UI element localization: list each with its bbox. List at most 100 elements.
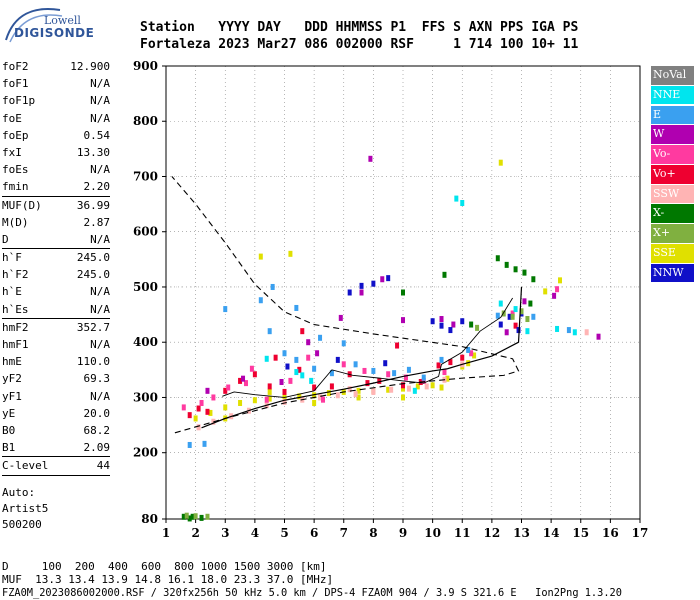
auto-artist: Artist5 — [2, 502, 49, 515]
data-point-e — [202, 440, 207, 447]
digisonde-logo — [4, 4, 64, 48]
param-value: 2.09 — [83, 441, 111, 455]
data-point-sse — [238, 399, 243, 406]
auto-label: Auto: — [2, 486, 36, 499]
data-point-sse — [208, 409, 213, 416]
data-point-e — [406, 366, 411, 373]
param-key: MUF(D) — [2, 198, 42, 212]
data-point-vo- — [362, 367, 367, 374]
param-value: N/A — [90, 94, 110, 108]
data-point-vo- — [288, 377, 293, 384]
param-value: 2.87 — [83, 215, 111, 229]
profile-dashed-curve — [171, 176, 520, 434]
param-key: h`E — [2, 285, 22, 299]
param-row: h`F 245.0 — [2, 249, 110, 266]
param-value: N/A — [90, 111, 110, 125]
param-key: fxI — [2, 145, 22, 159]
param-value: 13.30 — [76, 145, 110, 159]
logo-digisonde-text: DIGISONDE — [14, 26, 95, 40]
y-tick-label: 300 — [133, 390, 158, 404]
param-row: foEs N/A — [2, 161, 110, 178]
param-key: h`F — [2, 251, 22, 265]
data-point-vo- — [187, 412, 192, 419]
data-point-x- — [181, 513, 186, 520]
data-point-nnw — [285, 363, 290, 370]
data-point-x- — [199, 514, 204, 521]
data-point-vo- — [306, 354, 311, 361]
data-point-ssw — [389, 386, 394, 393]
data-point-vo- — [377, 377, 382, 384]
param-value: 20.0 — [83, 406, 111, 420]
param-row: D N/A — [2, 231, 110, 248]
data-point-w — [380, 276, 385, 283]
data-point-e — [371, 367, 376, 374]
legend-item-ssw: SSW — [651, 184, 694, 204]
data-point-vo- — [243, 380, 248, 387]
param-row: h`E N/A — [2, 283, 110, 300]
data-point-e — [329, 370, 334, 377]
data-point-e — [421, 374, 426, 381]
param-key: C-level — [2, 459, 49, 473]
param-value: 352.7 — [76, 320, 110, 334]
data-point-ssw — [347, 386, 352, 393]
param-value: N/A — [90, 285, 110, 299]
data-point-w — [596, 333, 601, 340]
y-tick-label: 800 — [133, 114, 158, 128]
legend-item-x-: X+ — [651, 224, 694, 243]
data-point-e — [495, 312, 500, 319]
param-value: 12.900 — [70, 60, 110, 73]
data-point-ssw — [282, 398, 287, 405]
data-point-x- — [475, 324, 480, 331]
param-separator — [2, 195, 110, 197]
param-row: B1 2.09 — [2, 439, 110, 456]
data-point-nne — [498, 300, 503, 307]
param-row: M(D) 2.87 — [2, 214, 110, 231]
data-point-ssw — [196, 424, 201, 431]
param-key: foEp — [2, 128, 29, 142]
data-point-sse — [472, 352, 477, 359]
data-point-nne — [300, 372, 305, 379]
param-key: D — [2, 232, 9, 246]
data-point-w — [241, 375, 246, 382]
data-point-sse — [356, 387, 361, 394]
param-value: 0.54 — [83, 128, 111, 142]
data-point-vo- — [223, 387, 228, 394]
param-key: foEs — [2, 163, 29, 177]
y-tick-label: 200 — [133, 446, 158, 460]
data-point-x- — [525, 316, 530, 323]
data-point-e — [187, 441, 192, 448]
data-point-ssw — [584, 329, 589, 336]
data-point-sse — [445, 375, 450, 382]
data-point-e — [294, 304, 299, 311]
data-point-vo- — [205, 408, 210, 415]
param-key: h`Es — [2, 302, 29, 316]
x-tick-label: 16 — [602, 526, 619, 540]
data-point-vo- — [249, 365, 254, 372]
scaled-parameters-panel: foF2 12.900 foF1 N/A foF1p N/A foE N/A foEp 0.54 f… — [2, 58, 110, 476]
param-key: B1 — [2, 441, 16, 455]
param-value: 69.3 — [83, 372, 111, 386]
param-value: 2.20 — [83, 180, 111, 194]
data-point-sse — [386, 386, 391, 393]
data-point-x- — [469, 321, 474, 328]
param-key: h`F2 — [2, 268, 29, 282]
data-point-sse — [267, 388, 272, 395]
legend-item-w: W — [651, 125, 694, 144]
data-point-w — [522, 298, 527, 305]
param-separator — [2, 474, 110, 476]
data-point-nnw — [460, 318, 465, 325]
param-row: yE 20.0 — [2, 405, 110, 422]
data-point-vo- — [510, 310, 515, 317]
data-point-vo- — [181, 404, 186, 411]
data-point-sse — [498, 159, 503, 166]
y-tick-label: 600 — [133, 225, 158, 239]
data-point-sse — [193, 415, 198, 422]
data-point-vo- — [386, 371, 391, 378]
param-value: 245.0 — [76, 251, 110, 265]
x-tick-label: 5 — [280, 526, 288, 540]
data-point-ssw — [406, 385, 411, 392]
data-point-vo- — [329, 383, 334, 390]
data-point-nnw — [516, 327, 521, 334]
param-row: fmin 2.20 — [2, 178, 110, 195]
